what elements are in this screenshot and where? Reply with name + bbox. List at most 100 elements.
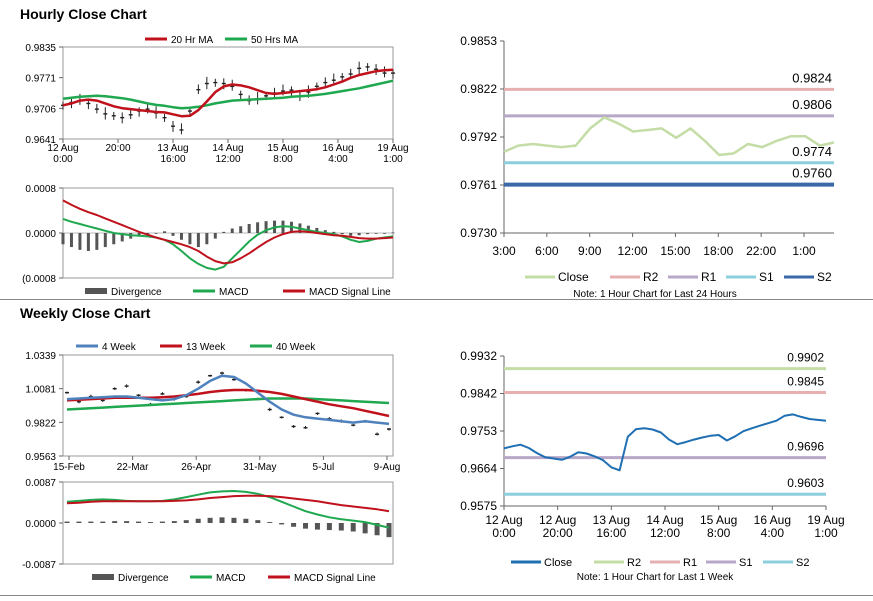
hourly-note: Note: 1 Hour Chart for Last 24 Hours (573, 289, 737, 300)
legend-macd-label: MACD (219, 287, 248, 298)
level-weekly-r1-label: 0.9845 (787, 375, 824, 389)
y-tick-label: 1.0081 (25, 385, 56, 396)
legend-r2-label: R2 (643, 270, 659, 284)
hourly-divergence-bar (69, 233, 73, 248)
hourly-divergence-bar (247, 224, 251, 233)
y-tick-label: 0.0087 (25, 478, 56, 489)
hourly-divergence-bar (137, 233, 141, 237)
weekly-divergence-bar (350, 523, 356, 532)
y-tick-label: 0.9563 (25, 452, 56, 463)
weekly-divergence-bar (76, 521, 82, 523)
y-tick-label: 0.9730 (460, 226, 497, 240)
level-r1-label: 0.9806 (792, 97, 832, 112)
weekly-divergence-bar (374, 523, 380, 536)
legend-close-label: Close (558, 270, 589, 284)
y-tick-label: 0.0000 (25, 519, 56, 530)
y-tick-label: 0.9706 (25, 104, 56, 115)
weekly-close-line (503, 413, 827, 472)
hourly-divergence-bar (188, 233, 192, 245)
y-tick-label: 0.9835 (25, 43, 56, 54)
hourly-divergence-bar (315, 227, 319, 233)
ma-40wk-line (66, 397, 390, 411)
legend-50hr-ma-label: 50 Hrs MA (251, 35, 299, 46)
x-tick-label: 22:00 (746, 244, 776, 258)
weekly-divergence-bar (279, 523, 285, 525)
weekly-divergence-bar (88, 521, 94, 523)
x-tick-label: 16 Aug 4:00 (754, 513, 791, 540)
hourly-divergence-bar (264, 221, 268, 233)
y-tick-label: -0.0087 (22, 560, 56, 571)
x-tick-label: 12 Aug 0:00 (47, 143, 78, 165)
x-tick-label: 12 Aug 0:00 (485, 513, 522, 540)
x-tick-label: 19 Aug 1:00 (377, 143, 408, 165)
hourly-price-frame (62, 46, 394, 140)
level-weekly-s1-label: 0.9696 (787, 440, 824, 454)
level-weekly-s2-label: 0.9603 (787, 476, 824, 490)
x-tick-label: 9:00 (578, 244, 602, 258)
x-tick-label: 15 Aug 8:00 (700, 513, 737, 540)
weekly-divergence-bar (147, 522, 153, 523)
x-tick-label: 26-Apr (181, 462, 212, 473)
hourly-signal-line (62, 199, 394, 265)
x-tick-label: 20:00 (105, 143, 130, 154)
weekly-divergence-bar (136, 521, 142, 523)
y-tick-label: 0.9753 (460, 424, 497, 438)
hourly-divergence-bar (86, 233, 90, 251)
legend-4week-label: 4 Week (102, 342, 137, 353)
y-tick-label: 1.0339 (25, 351, 56, 362)
weekly-divergence-bar (255, 520, 261, 523)
hourly-divergence-bar (222, 231, 226, 233)
x-tick-label: 12 Aug 20:00 (539, 513, 576, 540)
y-tick-label: 0.9842 (460, 387, 497, 401)
weekly-divergence-bar (303, 523, 309, 529)
x-tick-label: 6:00 (535, 244, 559, 258)
ma-20hr-line (62, 68, 394, 118)
y-tick-label: 0.9575 (460, 499, 497, 513)
x-tick-label: 13 Aug 16:00 (593, 513, 630, 540)
x-tick-label: 22-Mar (117, 462, 149, 473)
ma-4wk-line (66, 374, 390, 426)
hourly-divergence-bar (323, 230, 327, 233)
y-tick-label: 0.0008 (25, 184, 56, 195)
y-tick-label: 0.0000 (25, 229, 56, 240)
y-tick-label: 0.9792 (460, 130, 497, 144)
y-tick-label: 0.9771 (25, 74, 56, 85)
x-tick-label: 15 Aug 8:00 (267, 143, 298, 165)
weekly-divergence-bar (124, 521, 130, 523)
legend-weekly-signal-label: MACD Signal Line (294, 573, 376, 584)
hourly-divergence-bar (213, 233, 217, 239)
weekly-divergence-bar (171, 521, 177, 523)
hourly-divergence-bar (205, 233, 209, 245)
hourly-divergence-bar (179, 233, 183, 240)
x-tick-label: 15-Feb (53, 462, 85, 473)
level-s1-label: 0.9774 (792, 144, 832, 159)
hourly-divergence-bar (61, 233, 65, 245)
y-tick-label: 0.9822 (460, 82, 497, 96)
y-tick-label: (0.0008 (22, 274, 56, 285)
legend-r1-label: R1 (701, 270, 717, 284)
legend-weekly-macd-label: MACD (216, 573, 245, 584)
hourly-divergence-bar (163, 231, 167, 233)
x-tick-label: 1:00 (792, 244, 816, 258)
level-weekly-r2-label: 0.9902 (787, 351, 824, 365)
hourly-section-title: Hourly Close Chart (20, 6, 147, 22)
hourly-divergence-bar (332, 231, 336, 233)
weekly-divergence-bar (386, 523, 392, 538)
weekly-divergence-bar (183, 520, 189, 523)
hourly-divergence-bar (349, 233, 353, 236)
hourly-divergence-bar (78, 233, 82, 250)
legend-weekly-divergence-swatch (92, 574, 114, 580)
weekly-divergence-bar (159, 521, 165, 523)
y-tick-label: 0.9853 (460, 34, 497, 48)
weekly-divergence-bar (243, 518, 249, 523)
legend-weekly-r1-label: R1 (683, 557, 697, 569)
legend-signal-label: MACD Signal Line (309, 287, 391, 298)
level-s2-label: 0.9760 (792, 166, 832, 181)
weekly-divergence-bar (231, 517, 237, 523)
y-tick-label: 0.9822 (25, 418, 56, 429)
weekly-note: Note: 1 Hour Chart for Last 1 Week (576, 572, 734, 583)
section-divider (0, 299, 873, 300)
weekly-divergence-bar (338, 523, 344, 531)
x-tick-label: 3:00 (492, 244, 516, 258)
x-tick-label: 18:00 (703, 244, 733, 258)
